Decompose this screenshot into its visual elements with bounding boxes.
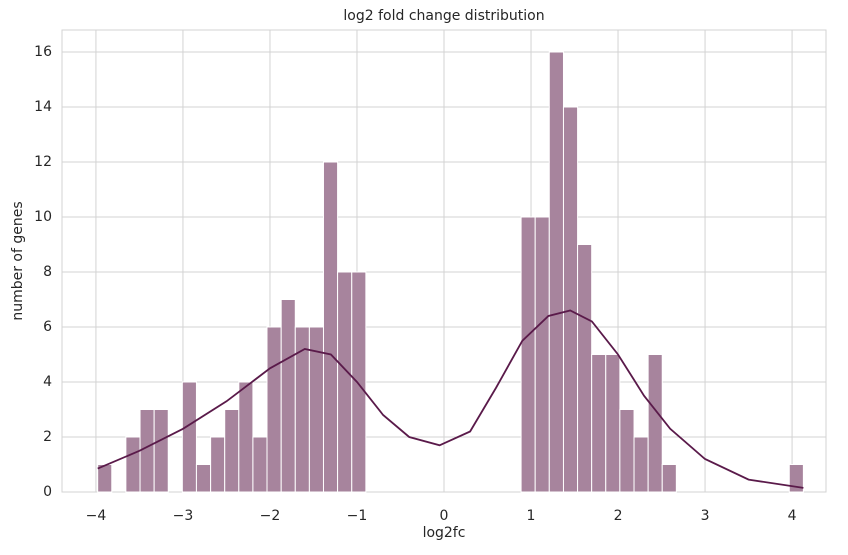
bar — [195, 464, 212, 493]
bar — [280, 299, 296, 493]
bar — [238, 381, 254, 493]
x-tick-label: 3 — [701, 508, 710, 524]
bar — [619, 409, 635, 493]
bar — [520, 216, 536, 493]
bar — [97, 464, 113, 493]
bar — [337, 271, 353, 493]
bar — [647, 354, 663, 493]
x-tick-label: 1 — [527, 508, 536, 524]
y-tick-label: 14 — [34, 99, 52, 115]
y-axis-label: number of genes — [10, 201, 26, 320]
bar — [294, 326, 310, 493]
bar — [322, 161, 339, 493]
bar — [351, 271, 367, 493]
bar — [661, 464, 677, 493]
x-tick-label: −3 — [173, 508, 194, 524]
y-tick-label: 6 — [43, 319, 52, 335]
bar — [181, 381, 197, 493]
bar — [224, 409, 240, 493]
x-tick-label: 2 — [614, 508, 623, 524]
bar — [534, 216, 550, 493]
x-tick-label: 0 — [440, 508, 449, 524]
y-tick-label: 2 — [43, 429, 52, 445]
x-tick-label: −2 — [260, 508, 281, 524]
y-tick-label: 0 — [43, 484, 52, 500]
bar — [153, 409, 169, 493]
bar — [139, 409, 155, 493]
y-tick-label: 4 — [43, 374, 52, 390]
bar — [605, 354, 621, 493]
bar — [633, 436, 649, 493]
bar — [562, 106, 579, 493]
bar — [548, 51, 564, 493]
bar — [591, 354, 607, 493]
x-tick-label: −4 — [86, 508, 107, 524]
bar — [788, 464, 804, 493]
bar — [266, 326, 282, 493]
y-tick-label: 16 — [34, 44, 52, 60]
bar — [125, 436, 141, 493]
x-tick-label: 4 — [788, 508, 797, 524]
x-axis-label: log2fc — [423, 525, 466, 541]
y-tick-label: 8 — [43, 264, 52, 280]
bar — [252, 436, 268, 493]
chart-title: log2 fold change distribution — [343, 8, 544, 24]
bar — [210, 436, 226, 493]
y-tick-label: 12 — [34, 154, 52, 170]
y-tick-label: 10 — [34, 209, 52, 225]
bar — [577, 244, 593, 493]
kde-line — [97, 309, 804, 489]
x-tick-label: −1 — [347, 508, 368, 524]
plot-frame — [61, 29, 827, 493]
